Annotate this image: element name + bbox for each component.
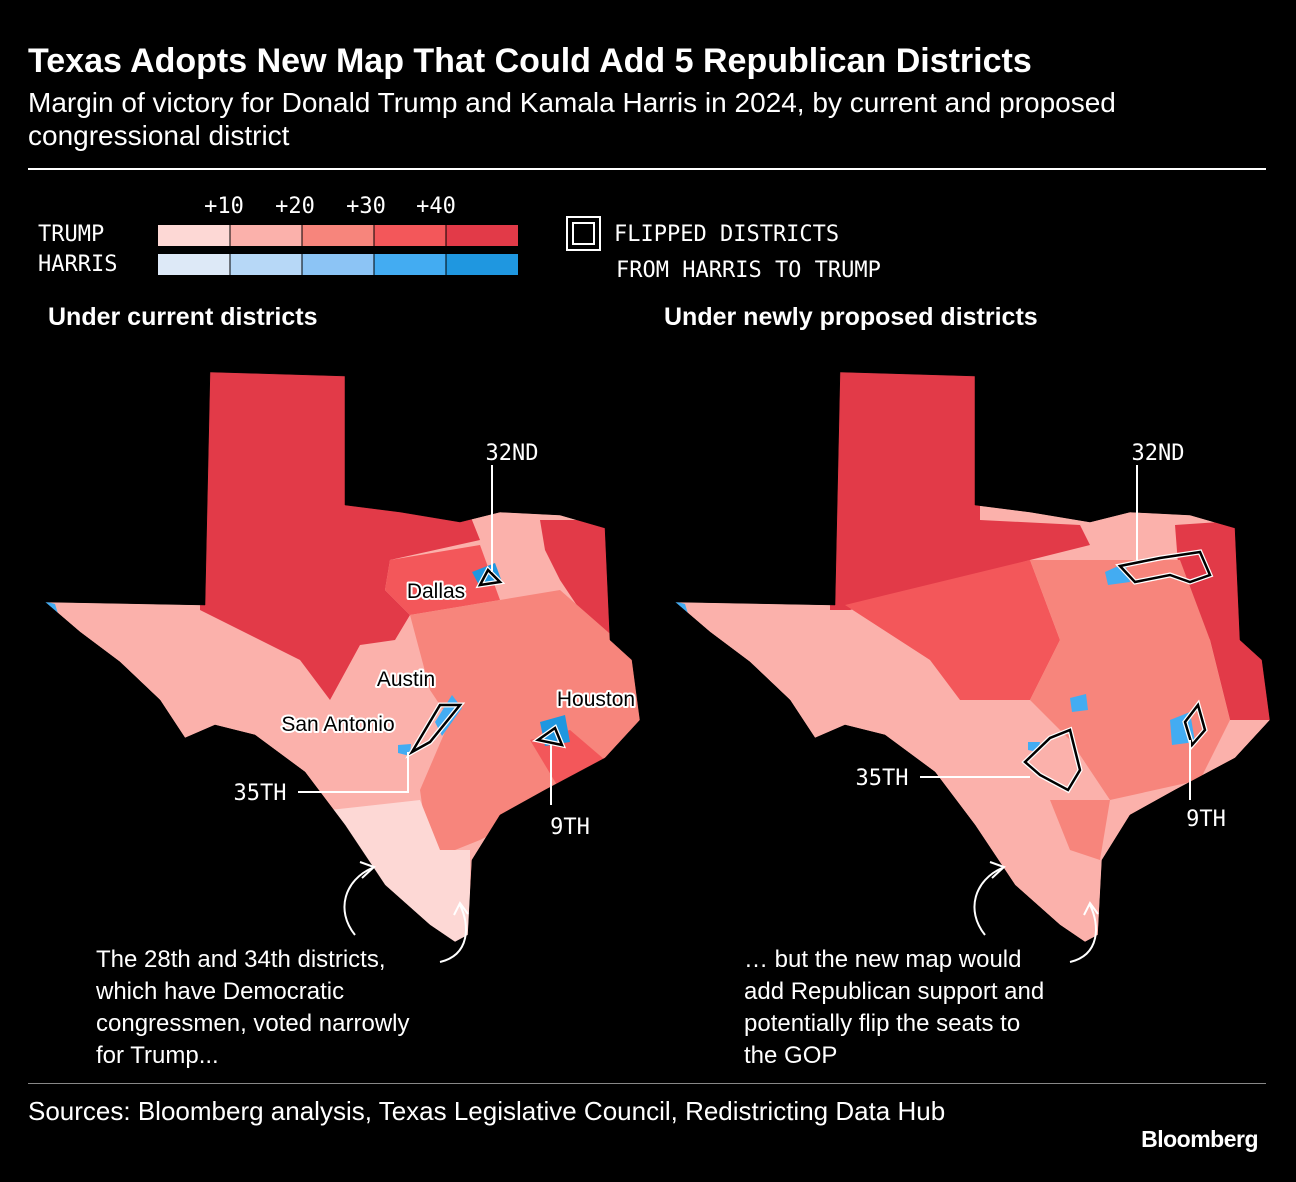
legend-trump: TRUMP bbox=[38, 222, 104, 247]
scale-label: +20 bbox=[275, 194, 315, 219]
scale-label: +10 bbox=[204, 194, 244, 219]
legend-flipped: FROM HARRIS TO TRUMP bbox=[616, 258, 881, 283]
city-label: Austin bbox=[377, 668, 435, 691]
district-label: 9TH bbox=[1186, 807, 1226, 832]
scale-label: +40 bbox=[416, 194, 456, 219]
district-label: 32ND bbox=[486, 441, 539, 466]
district-label: 32ND bbox=[1132, 441, 1185, 466]
annotation: … but the new map would add Republican s… bbox=[744, 946, 1045, 1069]
city-label: San Antonio bbox=[281, 713, 394, 736]
legend-harris: HARRIS bbox=[38, 252, 117, 277]
district-label: 9TH bbox=[550, 815, 590, 840]
city-label: Houston bbox=[557, 688, 635, 711]
subtitle: Margin of victory for Donald Trump and K… bbox=[28, 87, 1116, 151]
title: Texas Adopts New Map That Could Add 5 Re… bbox=[28, 42, 1032, 80]
source: Sources: Bloomberg analysis, Texas Legis… bbox=[28, 1096, 946, 1126]
district-label: 35TH bbox=[234, 781, 287, 806]
legend: TRUMP HARRIS +10 +20 +30 +40 FLIPPED DIS… bbox=[38, 194, 881, 283]
map-title: Under current districts bbox=[48, 303, 318, 331]
map-title: Under newly proposed districts bbox=[664, 303, 1038, 331]
rule bbox=[28, 1083, 1266, 1084]
brand: Bloomberg bbox=[1141, 1126, 1258, 1152]
rule bbox=[28, 168, 1266, 170]
map-current: 32ND 35TH 9TH Dallas Austin San Antonio … bbox=[44, 371, 641, 963]
map-proposed: 32ND 35TH 9TH bbox=[674, 371, 1271, 963]
legend-flipped: FLIPPED DISTRICTS bbox=[614, 222, 839, 247]
annotation: The 28th and 34th districts, which have … bbox=[96, 946, 410, 1069]
district-label: 35TH bbox=[856, 766, 909, 791]
city-label: Dallas bbox=[407, 580, 465, 603]
scale-label: +30 bbox=[346, 194, 386, 219]
